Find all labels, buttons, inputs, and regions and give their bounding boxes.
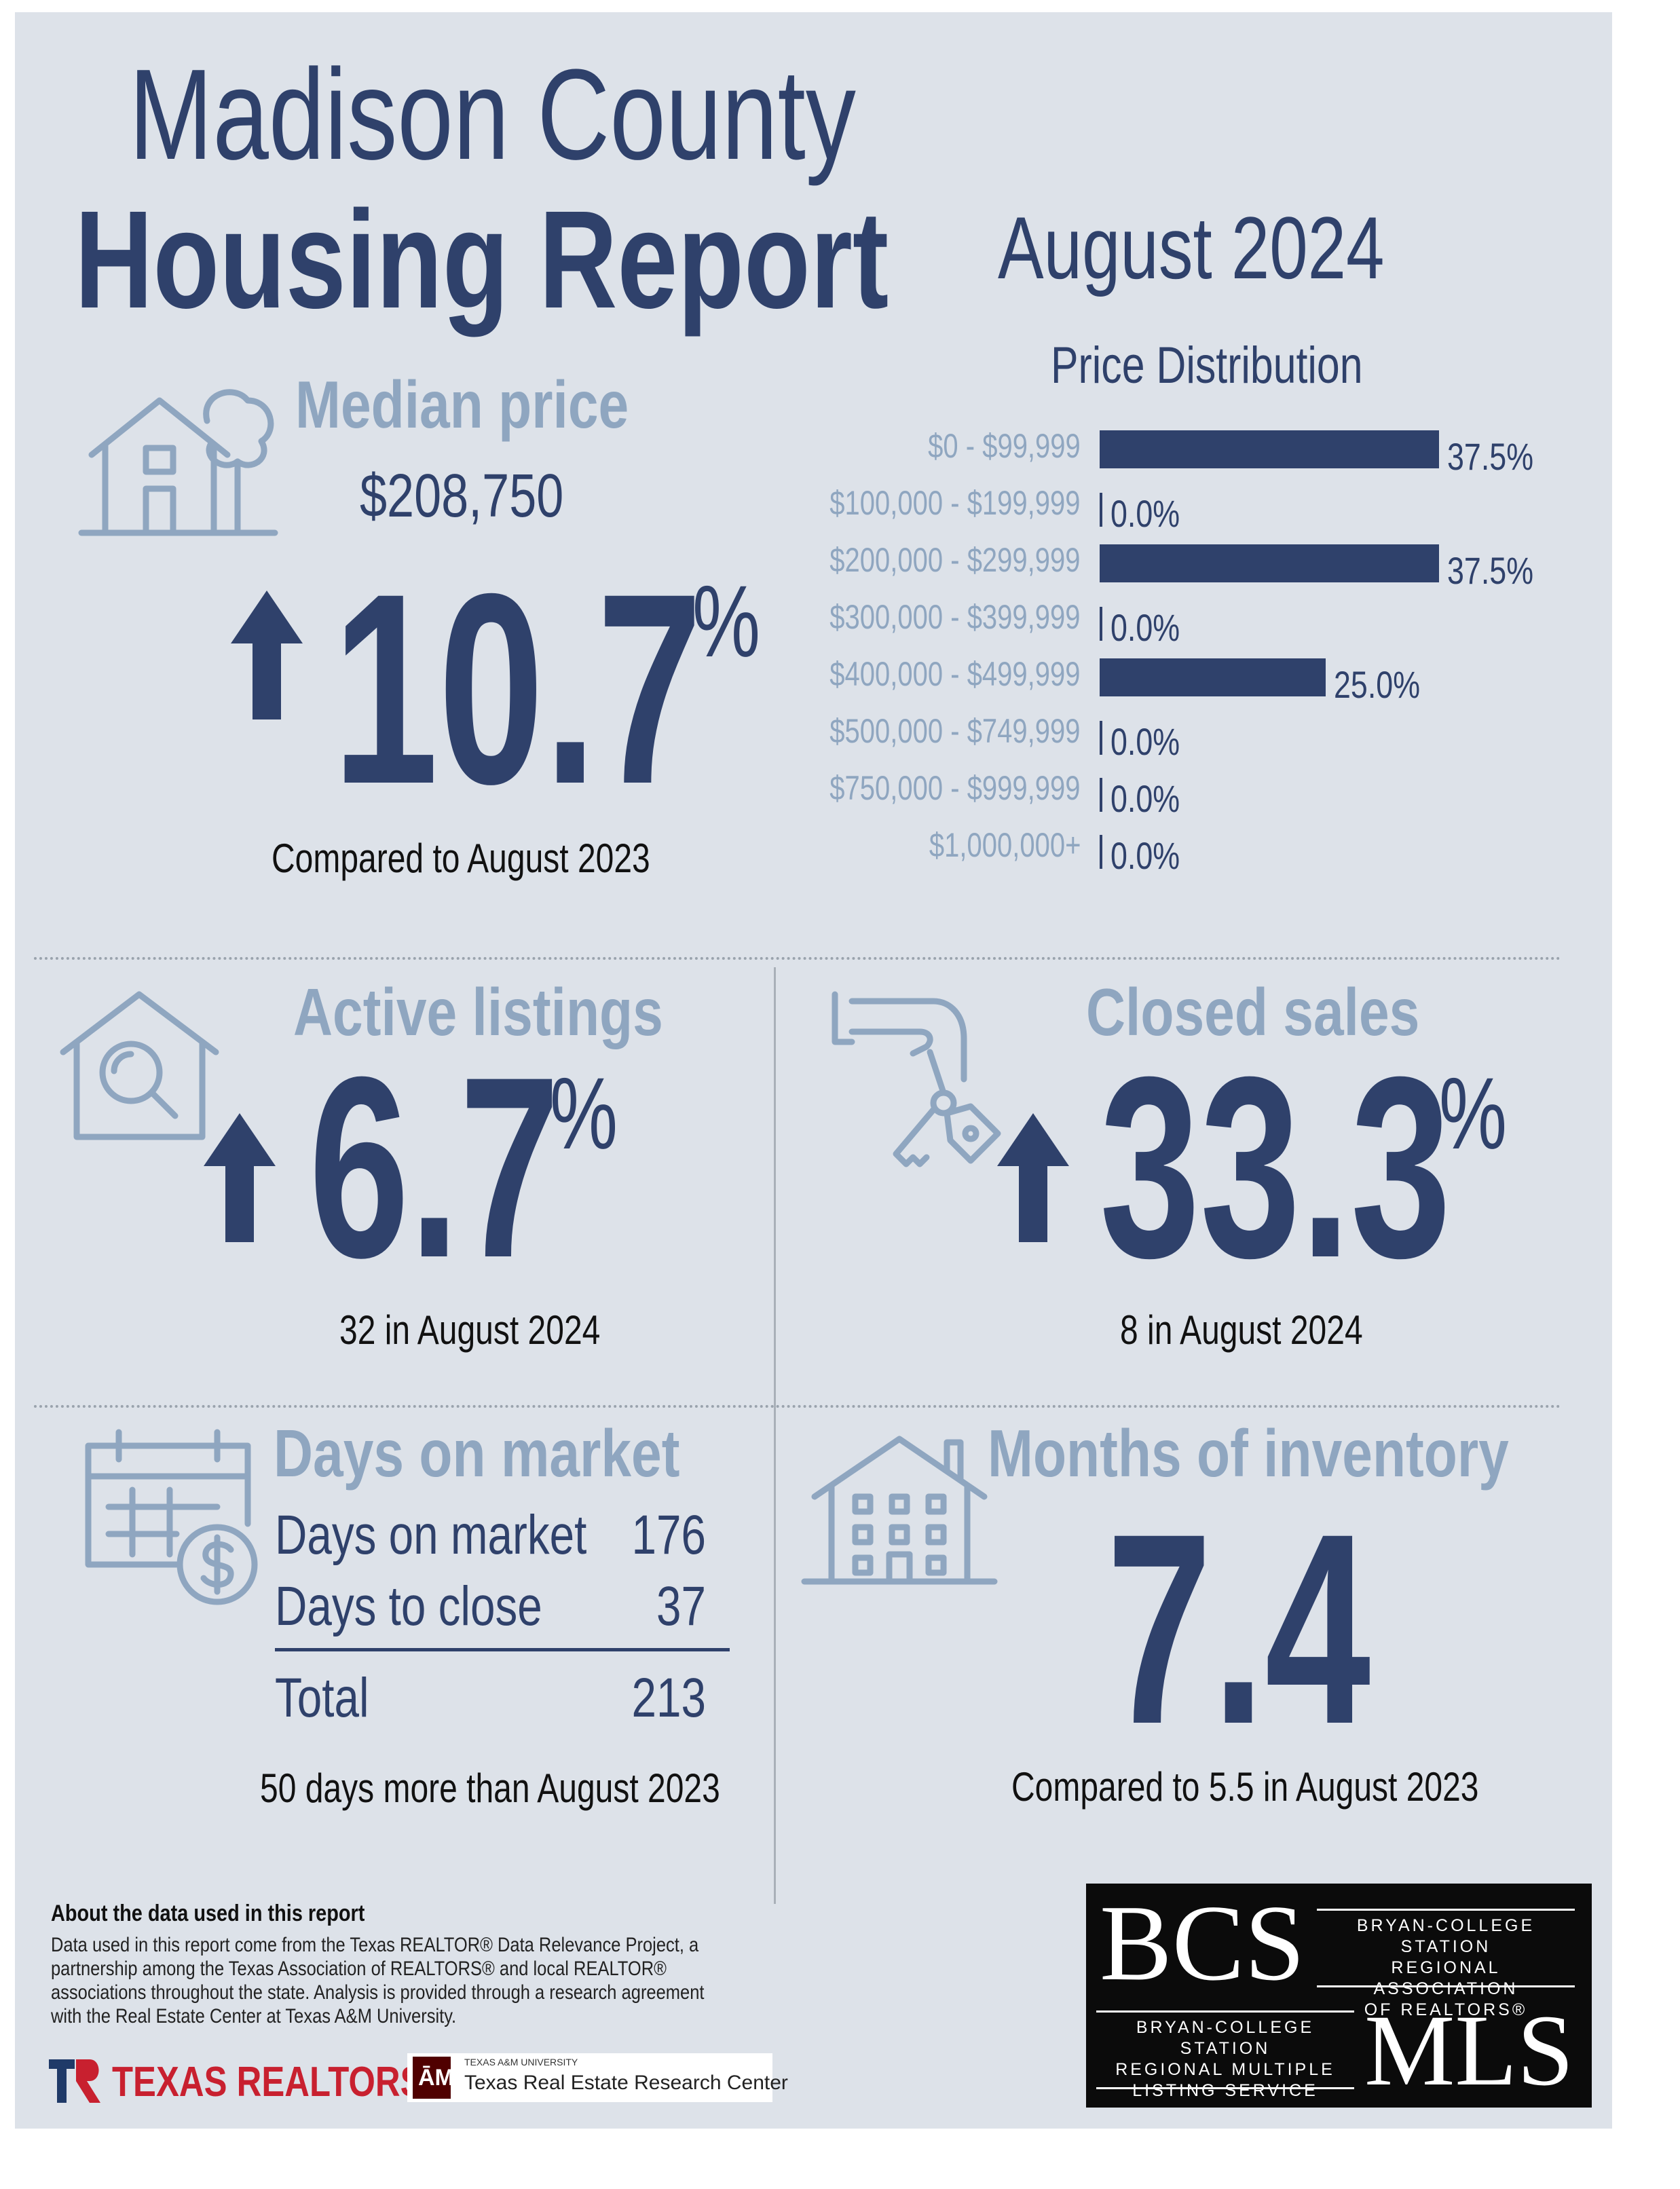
distribution-bar <box>1100 493 1102 527</box>
price-distribution-title: Price Distribution <box>1051 337 1363 394</box>
mls-wordmark: MLS <box>1364 1994 1574 2107</box>
report-period: August 2024 <box>998 198 1385 297</box>
up-arrow-icon <box>231 591 303 719</box>
title-county: Madison County <box>129 43 856 187</box>
median-price-pct-sign: % <box>692 564 761 678</box>
mls-service-text: BRYAN-COLLEGE STATION REGIONAL MULTIPLE … <box>1115 2018 1335 2100</box>
median-price-change: 10.7 <box>333 537 703 840</box>
bcs-rule-top <box>1317 1909 1575 1911</box>
distribution-category-label: $200,000 - $299,999 <box>829 541 1081 579</box>
about-text: Data used in this report come from the T… <box>51 1934 705 2027</box>
active-listings-caption: 32 in August 2024 <box>339 1307 601 1353</box>
distribution-bar <box>1100 544 1439 582</box>
dom-row-label: Days on market <box>275 1504 587 1566</box>
hand-keys-icon <box>832 991 1001 1167</box>
distribution-category-label: $0 - $99,999 <box>928 427 1081 465</box>
distribution-category-label: $500,000 - $749,999 <box>829 712 1081 750</box>
apartment-building-icon <box>801 1436 998 1585</box>
distribution-value-label: 0.0% <box>1110 834 1180 877</box>
divider-vertical <box>774 967 776 1904</box>
price-distribution-chart: $0 - $99,999 37.5% $100,000 - $199,999 0.0%… <box>781 421 1595 882</box>
active-listings-label: Active listings <box>293 975 663 1049</box>
tamu-center-text: Texas Real Estate Research Center <box>464 2072 788 2094</box>
days-on-market-caption: 50 days more than August 2023 <box>260 1765 720 1811</box>
dtc-row-value: 37 <box>656 1575 706 1637</box>
mls-rule-top <box>1096 2010 1354 2013</box>
distribution-category-label: $100,000 - $199,999 <box>829 484 1081 522</box>
distribution-category-label: $1,000,000+ <box>929 826 1081 864</box>
about-heading: About the data used in this report <box>51 1901 365 1926</box>
house-magnifier-icon <box>60 991 219 1140</box>
distribution-bar <box>1100 835 1102 869</box>
texas-realtors-wordmark: TEXAS REALTORS <box>112 2059 424 2106</box>
distribution-value-label: 0.0% <box>1110 777 1180 820</box>
total-value: 213 <box>631 1667 706 1729</box>
distribution-bar <box>1100 430 1439 468</box>
report-panel <box>15 12 1612 2129</box>
distribution-category-label: $300,000 - $399,999 <box>829 598 1081 636</box>
active-listings-change: 6.7 <box>309 1023 560 1311</box>
median-price-caption: Compared to August 2023 <box>272 836 650 881</box>
distribution-bar <box>1100 721 1102 755</box>
distribution-bar <box>1100 607 1102 641</box>
distribution-value-label: 0.0% <box>1110 720 1180 763</box>
total-rule <box>275 1648 730 1651</box>
bcs-rule-bottom <box>1317 1985 1575 1987</box>
closed-sales-label: Closed sales <box>1086 975 1420 1049</box>
dtc-row-label: Days to close <box>275 1575 542 1637</box>
distribution-value-label: 0.0% <box>1110 606 1180 649</box>
total-label: Total <box>275 1667 369 1729</box>
distribution-category-label: $750,000 - $999,999 <box>829 769 1081 807</box>
median-price-value: $208,750 <box>360 462 564 530</box>
bcs-association-text: BRYAN-COLLEGE STATION REGIONAL ASSOCIATI… <box>1356 1916 1535 2019</box>
distribution-value-label: 37.5% <box>1447 549 1534 592</box>
distribution-value-label: 37.5% <box>1447 435 1534 478</box>
tamu-university-text: TEXAS A&M UNIVERSITY <box>464 2057 578 2068</box>
bcs-mls-logo <box>1086 1884 1592 2108</box>
bcs-wordmark: BCS <box>1100 1882 1305 2003</box>
tamu-mark-letters: ĀM <box>418 2065 454 2091</box>
distribution-bar <box>1100 658 1326 696</box>
mls-rule-bottom <box>1096 2087 1354 2089</box>
up-arrow-icon <box>204 1113 276 1242</box>
distribution-category-label: $400,000 - $499,999 <box>829 655 1081 693</box>
house-with-tree-icon <box>78 389 278 536</box>
distribution-value-label: 25.0% <box>1334 663 1421 706</box>
months-inventory-value: 7.4 <box>1106 1477 1371 1780</box>
months-inventory-label: Months of inventory <box>988 1416 1509 1491</box>
texas-realtors-logo-icon <box>49 2059 100 2103</box>
days-on-market-label: Days on market <box>274 1416 680 1491</box>
median-price-label: Median price <box>295 367 629 442</box>
distribution-value-label: 0.0% <box>1110 492 1180 535</box>
up-arrow-icon <box>997 1113 1069 1242</box>
tamu-logo <box>407 2053 772 2102</box>
divider-middle <box>34 1405 1561 1408</box>
months-inventory-caption: Compared to 5.5 in August 2023 <box>1011 1764 1479 1810</box>
closed-sales-caption: 8 in August 2024 <box>1120 1307 1363 1353</box>
divider-top <box>34 957 1561 960</box>
active-listings-pct-sign: % <box>550 1056 618 1170</box>
distribution-bar <box>1100 778 1102 812</box>
closed-sales-change: 33.3 <box>1100 1023 1451 1311</box>
calendar-dollar-icon <box>85 1429 258 1605</box>
tamu-mark-icon <box>413 2057 451 2099</box>
title-report: Housing Report <box>75 182 889 337</box>
dom-row-value: 176 <box>631 1504 706 1566</box>
closed-sales-pct-sign: % <box>1439 1056 1508 1170</box>
